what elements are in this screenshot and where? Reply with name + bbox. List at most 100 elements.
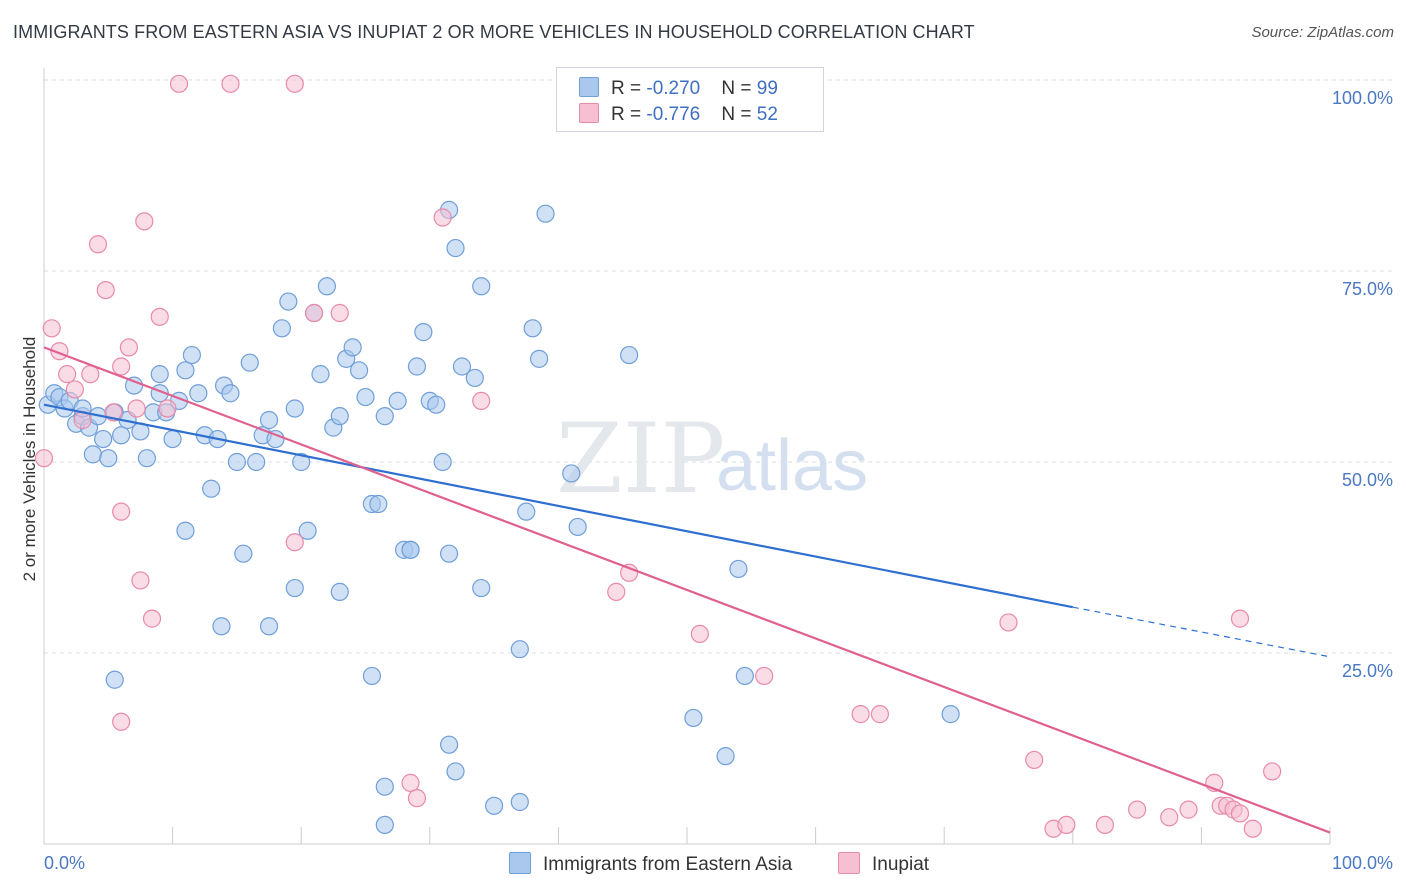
data-point-pink bbox=[65, 380, 84, 399]
data-point-blue bbox=[530, 349, 549, 368]
data-point-blue bbox=[259, 410, 279, 430]
y-tick-label: 75.0% bbox=[1342, 279, 1393, 299]
data-point-blue bbox=[510, 792, 529, 812]
data-point-pink bbox=[150, 307, 169, 326]
data-point-pink bbox=[112, 712, 131, 731]
data-point-pink bbox=[119, 338, 138, 357]
bottom-legend-label-blue: Immigrants from Eastern Asia bbox=[543, 854, 793, 875]
data-point-blue bbox=[536, 204, 555, 223]
legend-r-value-pink: -0.776 bbox=[646, 104, 701, 125]
data-point-blue bbox=[562, 464, 581, 483]
data-point-blue bbox=[150, 365, 169, 384]
data-point-pink bbox=[1230, 609, 1250, 628]
data-point-blue bbox=[452, 357, 472, 376]
trend-line-pink bbox=[43, 346, 1331, 834]
x-tick-label-max: 100.0% bbox=[1332, 853, 1393, 873]
chart-title: IMMIGRANTS FROM EASTERN ASIA VS INUPIAT … bbox=[13, 22, 975, 42]
data-point-blue bbox=[212, 617, 231, 636]
data-point-blue bbox=[272, 319, 292, 338]
data-point-blue bbox=[163, 429, 182, 449]
legend: R = -0.270 N = 99 R = -0.776 N = 52 bbox=[556, 67, 824, 132]
bottom-legend-label-pink: Inupiat bbox=[872, 854, 930, 875]
watermark-zip: ZIP bbox=[556, 403, 725, 515]
data-point-blue bbox=[362, 666, 382, 686]
data-point-blue bbox=[279, 292, 298, 311]
data-point-pink bbox=[88, 235, 108, 254]
data-point-blue bbox=[427, 395, 446, 414]
data-point-pink bbox=[158, 399, 177, 418]
data-point-pink bbox=[851, 705, 870, 724]
data-point-blue bbox=[317, 277, 337, 296]
data-point-pink bbox=[127, 399, 146, 418]
data-point-blue bbox=[343, 338, 362, 357]
data-point-blue bbox=[234, 544, 253, 563]
trend-lines bbox=[43, 346, 1331, 834]
data-point-pink bbox=[870, 705, 890, 724]
data-point-blue bbox=[99, 449, 118, 468]
data-point-blue bbox=[620, 345, 639, 365]
data-point-blue bbox=[375, 815, 394, 835]
data-point-pink bbox=[1160, 808, 1179, 827]
data-point-blue bbox=[189, 384, 208, 403]
y-tick-label: 25.0% bbox=[1342, 661, 1393, 681]
trend-line-blue-extension bbox=[1072, 606, 1331, 658]
data-point-pink bbox=[131, 571, 150, 590]
data-point-pink bbox=[472, 391, 491, 410]
data-point-pink bbox=[142, 609, 162, 628]
y-axis-label: 2 or more Vehicles in Household bbox=[20, 337, 39, 582]
legend-n-value-blue: 99 bbox=[756, 78, 778, 99]
series-blue-points bbox=[38, 200, 960, 835]
data-point-blue bbox=[292, 452, 311, 472]
data-point-blue bbox=[240, 353, 259, 372]
legend-row-pink: R = -0.776 N = 52 bbox=[579, 103, 778, 125]
data-point-blue bbox=[485, 796, 504, 815]
source-label: Source: ZipAtlas.com bbox=[1251, 24, 1394, 41]
data-point-blue bbox=[259, 617, 279, 636]
data-point-pink bbox=[58, 365, 77, 384]
legend-n-label: N = bbox=[721, 78, 757, 99]
data-point-blue bbox=[94, 429, 113, 449]
data-point-pink bbox=[96, 281, 115, 300]
data-point-pink bbox=[112, 357, 131, 376]
legend-r-label: R = bbox=[611, 78, 647, 99]
data-point-blue bbox=[729, 559, 748, 579]
data-point-pink bbox=[690, 624, 709, 644]
legend-swatch-blue bbox=[579, 77, 599, 97]
data-point-blue bbox=[523, 319, 542, 338]
data-point-blue bbox=[176, 521, 195, 540]
data-point-pink bbox=[169, 74, 189, 93]
y-tick-labels: 25.0% 50.0% 75.0% 100.0% bbox=[1332, 88, 1393, 681]
data-point-pink bbox=[1263, 762, 1282, 781]
bottom-legend-swatch-pink bbox=[838, 852, 860, 874]
data-point-blue bbox=[285, 578, 304, 598]
data-point-blue bbox=[112, 426, 131, 445]
data-point-blue bbox=[105, 670, 124, 689]
bottom-legend-pink: Inupiat bbox=[838, 852, 929, 876]
x-tick-label-min: 0.0% bbox=[44, 853, 85, 873]
data-point-blue bbox=[330, 582, 349, 601]
data-point-blue bbox=[439, 735, 459, 754]
data-point-blue bbox=[349, 361, 369, 380]
data-point-blue bbox=[735, 666, 754, 686]
data-point-pink bbox=[34, 449, 54, 468]
data-point-pink bbox=[1230, 804, 1250, 823]
data-point-blue bbox=[227, 452, 246, 472]
data-point-blue bbox=[716, 747, 735, 766]
data-point-blue bbox=[407, 357, 427, 376]
data-point-pink bbox=[135, 212, 154, 231]
legend-n-value-pink: 52 bbox=[756, 104, 778, 125]
series-pink-points bbox=[34, 74, 1282, 838]
data-point-blue bbox=[446, 762, 465, 781]
data-point-pink bbox=[304, 303, 324, 323]
trend-line-blue bbox=[43, 403, 1074, 609]
data-point-pink bbox=[620, 563, 639, 582]
data-point-pink bbox=[401, 773, 420, 792]
data-point-pink bbox=[285, 74, 304, 93]
data-point-blue bbox=[83, 445, 102, 464]
data-point-pink bbox=[42, 319, 61, 338]
bottom-legend-swatch-blue bbox=[509, 852, 531, 874]
legend-row-blue: R = -0.270 N = 99 bbox=[579, 77, 778, 99]
legend-n-label: N = bbox=[721, 104, 757, 125]
data-point-blue bbox=[202, 479, 221, 498]
